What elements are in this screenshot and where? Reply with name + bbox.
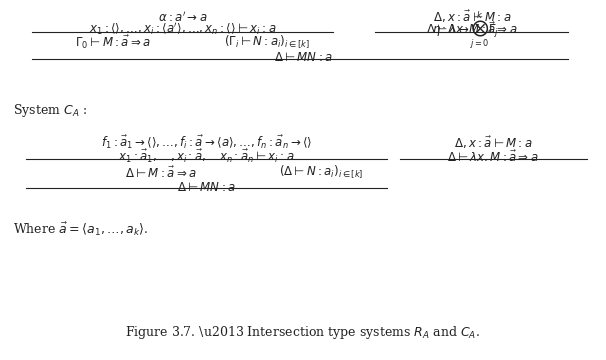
Text: $(\Delta \vdash N : a_i)_{i \in [k]}$: $(\Delta \vdash N : a_i)_{i \in [k]}$	[279, 163, 364, 180]
Text: $(\Gamma_i \vdash N : a_i)_{i \in [k]}$: $(\Gamma_i \vdash N : a_i)_{i \in [k]}$	[224, 34, 310, 51]
Text: $\Delta \vdash MN : a$: $\Delta \vdash MN : a$	[274, 51, 332, 64]
Text: Figure 3.7. \u2013 Intersection type systems $R_A$ and $C_A$.: Figure 3.7. \u2013 Intersection type sys…	[125, 324, 481, 341]
Text: $\Delta \vdash \lambda x.M : \vec{a} \Rightarrow a$: $\Delta \vdash \lambda x.M : \vec{a} \Ri…	[447, 150, 539, 165]
Text: $\Delta, x : \vec{a} \vdash M : a$: $\Delta, x : \vec{a} \vdash M : a$	[433, 9, 511, 25]
Text: $\Delta \vdash \lambda x.M : \vec{a} \Rightarrow a$: $\Delta \vdash \lambda x.M : \vec{a} \Ri…	[426, 22, 518, 37]
Text: $\Delta \vdash MN : a$: $\Delta \vdash MN : a$	[177, 181, 236, 194]
Text: Where $\vec{a} = \langle a_1, \ldots, a_k\rangle$.: Where $\vec{a} = \langle a_1, \ldots, a_…	[13, 221, 148, 238]
Text: $\Delta \vdash M : \vec{a} \Rightarrow a$: $\Delta \vdash M : \vec{a} \Rightarrow a…	[125, 166, 197, 180]
Text: $\Gamma_0 \vdash M : \vec{a} \Rightarrow a$: $\Gamma_0 \vdash M : \vec{a} \Rightarrow…	[75, 34, 151, 51]
Text: $\Delta, x : \vec{a} \vdash M : a$: $\Delta, x : \vec{a} \vdash M : a$	[454, 135, 532, 151]
Text: $f_1 : \vec{a}_1 \to \langle\rangle, \ldots, f_i : \vec{a} \to \langle a\rangle,: $f_1 : \vec{a}_1 \to \langle\rangle, \ld…	[101, 134, 312, 151]
Text: $x_1 : \vec{a}_1, \ldots, x_i : \vec{a}, \ldots x_n : \vec{a}_n \vdash x_i : a$: $x_1 : \vec{a}_1, \ldots, x_i : \vec{a},…	[118, 148, 295, 165]
Text: $x_1 : \langle\rangle, \ldots, x_i : \langle a'\rangle, \ldots, x_n : \langle\ra: $x_1 : \langle\rangle, \ldots, x_i : \la…	[88, 21, 276, 37]
Text: $\eta : \Delta \to \bigotimes_{j=0}^{k} \Gamma_j$: $\eta : \Delta \to \bigotimes_{j=0}^{k} …	[432, 10, 499, 51]
Text: $\alpha : a' \to a$: $\alpha : a' \to a$	[158, 11, 207, 25]
Text: System $C_A$ :: System $C_A$ :	[13, 103, 88, 120]
